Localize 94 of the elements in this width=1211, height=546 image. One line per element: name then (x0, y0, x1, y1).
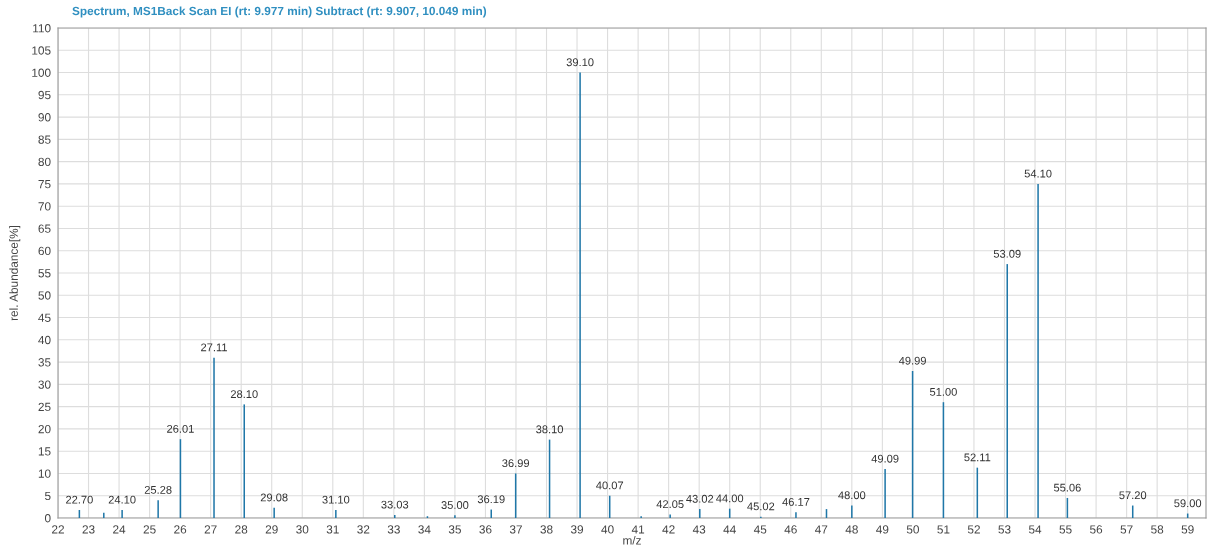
y-tick-label: 70 (38, 202, 51, 211)
x-tick-label: 54 (1028, 525, 1042, 534)
y-tick-label: 65 (38, 224, 51, 233)
x-tick-label: 31 (326, 525, 339, 534)
annotation: 59.00 (1174, 499, 1202, 508)
y-tick-label: 90 (38, 113, 51, 122)
annotation: 39.10 (566, 58, 594, 67)
annotation: 29.08 (260, 493, 288, 502)
annotation: 52.11 (964, 453, 991, 462)
y-tick-label: 15 (38, 447, 51, 456)
x-tick-label: 39 (570, 525, 584, 534)
x-tick-label: 23 (82, 525, 95, 534)
x-tick-label: 43 (692, 525, 706, 534)
x-tick-label: 28 (235, 525, 248, 534)
annotation: 44.00 (716, 494, 744, 503)
annotation: 26.01 (167, 424, 194, 433)
x-tick-label: 30 (296, 525, 309, 534)
annotation: 54.10 (1024, 169, 1052, 178)
annotation: 38.10 (536, 425, 564, 434)
y-tick-label: 100 (32, 68, 51, 77)
y-tick-label: 55 (38, 269, 51, 278)
x-axis-title: m/z (623, 535, 641, 545)
x-tick-label: 32 (357, 525, 370, 534)
x-tick-label: 45 (753, 525, 767, 534)
annotation: 49.99 (898, 356, 926, 365)
x-tick-label: 57 (1120, 525, 1133, 534)
chart-title: Spectrum, MS1Back Scan EI (rt: 9.977 min) Subtract (rt: 9.907, 10.049 min) (72, 6, 487, 18)
annotation: 36.99 (502, 459, 530, 468)
y-tick-label: 80 (38, 157, 51, 167)
annotation: 57.20 (1119, 491, 1147, 500)
y-axis-title: rel. Abundance[%] (9, 225, 21, 321)
annotation: 46.17 (782, 497, 810, 506)
x-tick-label: 48 (845, 525, 858, 534)
annotation: 45.02 (747, 502, 775, 511)
y-tick-label: 45 (38, 313, 51, 322)
x-tick-label: 41 (631, 525, 645, 534)
annotation: 36.19 (477, 495, 505, 504)
x-tick-label: 38 (540, 525, 553, 534)
annotation: 31.10 (322, 495, 350, 504)
annotation: 24.10 (108, 495, 136, 504)
x-tick-label: 55 (1059, 525, 1072, 534)
y-tick-label: 30 (38, 380, 51, 389)
x-tick-label: 47 (815, 525, 828, 534)
y-tick-label: 110 (33, 24, 51, 33)
x-tick-label: 40 (601, 525, 614, 534)
x-tick-label: 35 (448, 525, 461, 534)
y-tick-label: 0 (44, 514, 51, 523)
y-tick-label: 20 (38, 424, 51, 434)
annotation: 22.70 (66, 495, 93, 504)
x-tick-label: 27 (204, 525, 217, 534)
x-tick-label: 34 (418, 525, 431, 534)
y-tick-label: 105 (32, 46, 51, 55)
x-tick-label: 56 (1089, 525, 1103, 534)
x-tick-label: 22 (52, 525, 64, 534)
x-tick-label: 53 (998, 525, 1011, 534)
y-tick-label: 40 (38, 335, 51, 345)
x-tick-label: 29 (265, 525, 278, 534)
annotation: 48.00 (838, 491, 866, 500)
x-tick-label: 44 (723, 525, 736, 534)
x-tick-label: 58 (1151, 525, 1164, 534)
y-tick-label: 50 (38, 291, 51, 300)
annotation: 27.11 (201, 343, 227, 352)
annotation: 40.07 (596, 481, 624, 490)
x-tick-label: 49 (876, 525, 889, 534)
x-tick-label: 42 (662, 525, 675, 534)
y-tick-label: 5 (44, 491, 51, 501)
annotation: 53.09 (993, 249, 1021, 258)
x-tick-label: 46 (784, 525, 797, 534)
annotation: 42.05 (656, 500, 684, 509)
x-tick-label: 52 (967, 525, 980, 534)
annotation: 51.00 (929, 387, 957, 396)
x-tick-label: 37 (509, 525, 522, 534)
x-tick-label: 51 (937, 525, 950, 534)
annotation: 28.10 (230, 390, 258, 399)
annotation: 35.00 (441, 501, 469, 509)
x-tick-label: 50 (906, 525, 919, 534)
annotation: 49.09 (871, 454, 899, 463)
annotation: 25.28 (144, 485, 172, 494)
x-tick-label: 25 (143, 525, 156, 534)
y-tick-label: 85 (38, 135, 51, 144)
y-tick-label: 35 (38, 358, 51, 367)
y-tick-label: 25 (38, 402, 51, 412)
x-tick-label: 24 (113, 525, 126, 534)
x-tick-label: 36 (479, 525, 492, 534)
annotation: 55.06 (1053, 483, 1081, 492)
x-tick-label: 26 (174, 525, 187, 534)
y-tick-label: 10 (38, 469, 51, 478)
y-tick-label: 95 (38, 90, 51, 100)
x-tick-label: 33 (387, 525, 400, 534)
y-tick-label: 75 (38, 180, 51, 189)
x-tick-label: 59 (1181, 525, 1194, 534)
annotation: 33.03 (381, 500, 409, 509)
annotation: 43.02 (686, 494, 714, 503)
y-tick-label: 60 (38, 246, 51, 256)
